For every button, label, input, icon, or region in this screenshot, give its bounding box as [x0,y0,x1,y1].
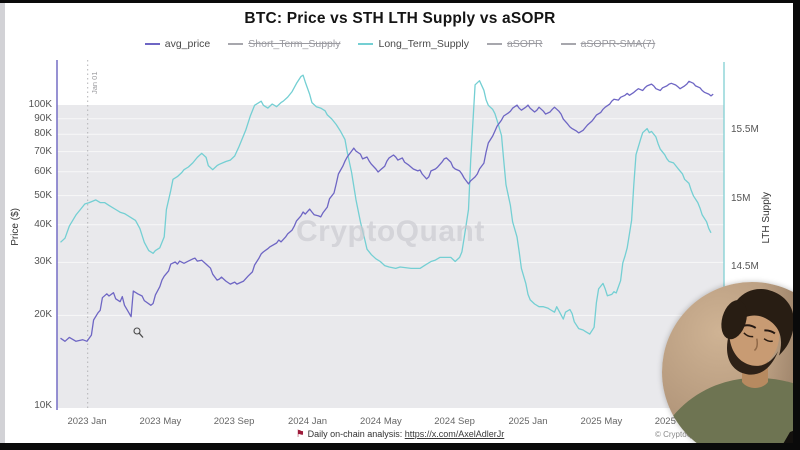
presenter-webcam [662,282,800,450]
price-tick-40K: 40K [34,218,52,230]
presenter-beard [726,332,779,375]
presenter-illustration [662,282,800,450]
footer-attribution: ⚑ Daily on-chain analysis: https://x.com/… [0,429,800,440]
legend-item-aSOPR-SMA(7)[interactable]: aSOPR-SMA(7) [560,38,656,50]
price-tick-70K: 70K [34,145,52,157]
supply-tick-15M: 15M [731,192,751,204]
avg-price-line [60,80,714,342]
legend-label-avg_price: avg_price [164,38,211,50]
date-tick-2023-Sep: 2023 Sep [213,416,255,427]
price-tick-30K: 30K [34,256,52,268]
date-tick-2024-Sep: 2024 Sep [434,416,475,427]
legend-item-aSOPR[interactable]: aSOPR [486,38,543,50]
gridlines [57,118,724,316]
legend-dash-aSOPR [486,43,502,45]
legend-item-avg_price[interactable]: avg_price [144,38,211,50]
supply-tick-15.5M: 15.5M [731,124,759,135]
footer-text: Daily on-chain analysis: [307,429,403,439]
frame-bottom-bar [0,443,800,450]
date-tick-2025-May: 2025 May [580,416,623,427]
price-tick-60K: 60K [34,165,52,177]
price-tick-20K: 20K [34,309,52,321]
price-tick-90K: 90K [34,112,52,124]
long-term-supply-line [60,74,712,335]
legend-label-Short_Term_Supply: Short_Term_Supply [248,38,341,50]
legend-dash-Long_Term_Supply [358,43,374,45]
legend-dash-aSOPR-SMA(7) [560,43,576,45]
legend-label-aSOPR: aSOPR [506,38,543,50]
price-tick-50K: 50K [34,189,52,201]
date-tick-2024-May: 2024 May [360,416,402,427]
legend-item-Long_Term_Supply[interactable]: Long_Term_Supply [358,38,469,50]
presenter-shirt [662,377,800,450]
legend-dash-Short_Term_Supply [228,43,244,45]
date-tick-2024-Jan: 2024 Jan [287,416,328,427]
date-tick-2025-Jan: 2025 Jan [508,416,548,427]
legend: avg_price Short_Term_Supply Long_Term_Supp… [0,38,800,50]
legend-item-Short_Term_Supply[interactable]: Short_Term_Supply [228,38,340,50]
date-tick-2023-May: 2023 May [139,416,182,427]
date-tick-2025-Sep: 2025 Sep [654,416,696,427]
frame-top-edge [0,0,800,3]
legend-dash-avg_price [144,43,160,45]
frame-right-bar [793,0,800,450]
price-tick-100K: 100K [28,99,52,110]
copyright-text: © CryptoQuant [655,430,709,439]
price-tick-10K: 10K [34,400,52,411]
jan01-annotation-label: Jan 01 [90,71,99,94]
magnifier-cursor-icon [133,327,144,338]
author-link[interactable]: https://x.com/AxelAdlerJr [404,429,505,439]
plot-band [57,105,724,408]
date-tick-2023-Jan: 2023 Jan [67,416,107,427]
supply-tick-14.5M: 14.5M [731,261,759,272]
flag-icon: ⚑ [295,429,305,440]
cryptoquant-watermark: CryptoQuant [296,215,485,248]
legend-label-Long_Term_Supply: Long_Term_Supply [378,38,469,50]
presenter-head [721,289,794,375]
frame-left-edge [0,3,5,443]
chart-title: BTC: Price vs STH LTH Supply vs aSOPR [244,10,556,27]
legend-label-aSOPR-SMA(7): aSOPR-SMA(7) [580,38,656,50]
price-tick-80K: 80K [34,128,52,140]
